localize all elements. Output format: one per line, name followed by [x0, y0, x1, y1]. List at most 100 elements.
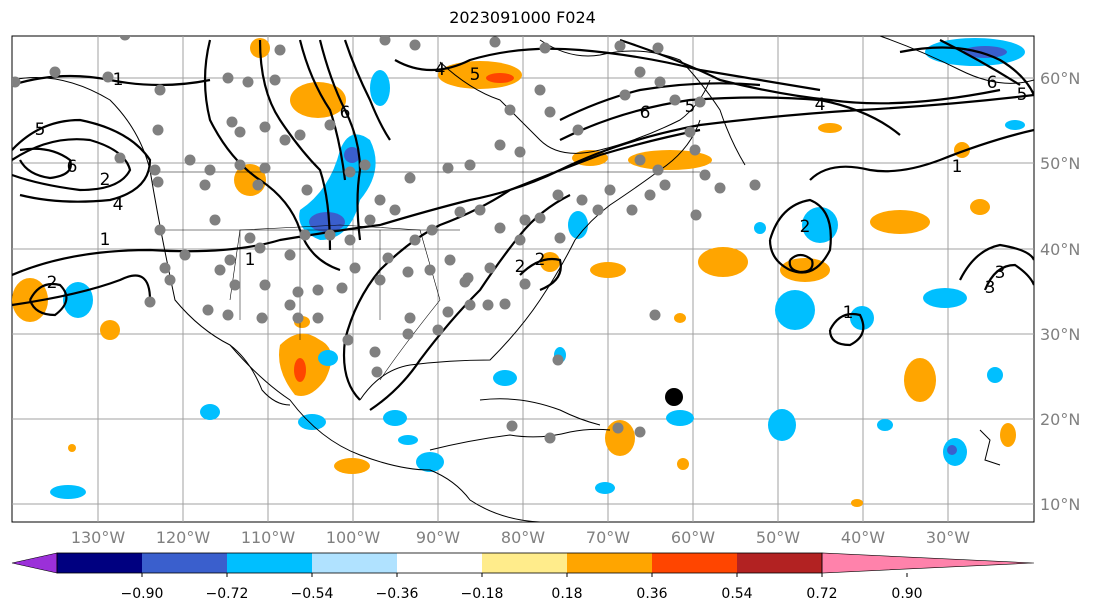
- station-dot: [649, 309, 661, 321]
- station-dot: [244, 232, 256, 244]
- station-dot: [442, 162, 454, 174]
- contour-label: 1: [245, 250, 256, 270]
- station-dot: [576, 194, 588, 206]
- station-dot: [514, 146, 526, 158]
- latitude-label: 50°N: [1040, 154, 1080, 173]
- positive-anomaly-area: [334, 458, 370, 474]
- station-dot: [204, 164, 216, 176]
- station-dot: [690, 209, 702, 221]
- contour-label: 6: [987, 73, 998, 93]
- longitude-label: 90°W: [416, 528, 460, 547]
- colorbar-extend-min: [11, 552, 58, 574]
- contour-label: 5: [1017, 85, 1028, 105]
- positive-anomaly-area: [100, 320, 120, 340]
- station-dot: [226, 116, 238, 128]
- station-dot: [454, 206, 466, 218]
- station-dot: [234, 159, 246, 171]
- negative-anomaly-area: [768, 409, 796, 441]
- station-dot: [494, 139, 506, 151]
- station-markers: [12, 36, 761, 444]
- positive-anomaly-area: [540, 252, 560, 272]
- station-dot: [552, 189, 564, 201]
- station-dot: [179, 249, 191, 261]
- positive-anomaly-area: [970, 199, 990, 215]
- station-dot: [202, 304, 214, 316]
- positive-anomaly-area: [68, 444, 76, 452]
- station-dot: [359, 159, 371, 171]
- positive-anomaly-area: [851, 499, 863, 507]
- station-dot: [259, 121, 271, 133]
- station-dot: [464, 299, 476, 311]
- station-dot: [312, 284, 324, 296]
- strong-positive-anomaly-area: [294, 358, 306, 382]
- station-dot: [652, 164, 664, 176]
- station-dot: [374, 194, 386, 206]
- station-dot: [152, 176, 164, 188]
- station-dot: [694, 96, 706, 108]
- station-dot: [464, 159, 476, 171]
- positive-anomaly-area: [628, 150, 712, 170]
- station-dot: [374, 274, 386, 286]
- station-dot: [544, 106, 556, 118]
- negative-anomaly-area: [923, 288, 967, 308]
- colorbar-segment: [652, 553, 737, 573]
- colorbar-tick-label: 0.54: [721, 586, 752, 602]
- negative-anomaly-area: [50, 485, 86, 499]
- positive-anomaly-area: [698, 247, 748, 277]
- negative-anomaly-area: [318, 350, 338, 366]
- positive-anomaly-area: [1000, 423, 1016, 447]
- contour-label: 3: [985, 278, 996, 298]
- negative-anomaly-area: [370, 70, 390, 106]
- map-title: 2023091000 F024: [449, 8, 596, 27]
- latitude-label: 20°N: [1040, 410, 1080, 429]
- colorbar-tick-label: 0.36: [636, 586, 667, 602]
- station-dot: [426, 224, 438, 236]
- station-dot: [614, 40, 626, 52]
- longitude-label: 130°W: [71, 528, 126, 547]
- station-dot: [259, 279, 271, 291]
- negative-anomaly-area: [877, 419, 893, 431]
- station-dot: [344, 166, 356, 178]
- station-dot: [269, 74, 281, 86]
- station-dot: [379, 36, 391, 46]
- station-dot: [154, 224, 166, 236]
- positive-anomaly-area: [780, 258, 830, 282]
- station-dot: [619, 89, 631, 101]
- contour-label: 1: [100, 230, 111, 250]
- station-dot: [229, 279, 241, 291]
- station-dot: [552, 354, 564, 366]
- station-dot: [634, 426, 646, 438]
- station-dot: [404, 172, 416, 184]
- station-dot: [234, 126, 246, 138]
- contour-label: 4: [815, 95, 826, 115]
- station-dot: [389, 204, 401, 216]
- station-dot: [152, 124, 164, 136]
- station-dot: [312, 312, 324, 324]
- latitude-label: 30°N: [1040, 325, 1080, 344]
- station-dot: [409, 39, 421, 51]
- contour-label: 5: [685, 97, 696, 117]
- contour-label: 2: [515, 257, 526, 277]
- station-dot: [404, 312, 416, 324]
- station-dot: [102, 71, 114, 83]
- latitude-label: 10°N: [1040, 495, 1080, 514]
- station-dot: [669, 94, 681, 106]
- station-dot: [144, 296, 156, 308]
- station-dot: [409, 234, 421, 246]
- storm-center-marker: [665, 388, 683, 406]
- station-dot: [659, 179, 671, 191]
- longitude-label: 110°W: [241, 528, 296, 547]
- station-dot: [254, 242, 266, 254]
- station-dot: [432, 324, 444, 336]
- station-dot: [499, 298, 511, 310]
- station-dot: [12, 76, 21, 88]
- negative-anomaly-area: [754, 222, 766, 234]
- negative-anomaly-area: [63, 282, 93, 318]
- contour-label: 1: [952, 157, 963, 177]
- latitude-label: 60°N: [1040, 69, 1080, 88]
- contour-label: 2: [800, 217, 811, 237]
- contour-label: 6: [640, 103, 651, 123]
- colorbar-tick-label: −0.18: [461, 586, 504, 602]
- strong-negative-anomaly-area: [963, 46, 1007, 58]
